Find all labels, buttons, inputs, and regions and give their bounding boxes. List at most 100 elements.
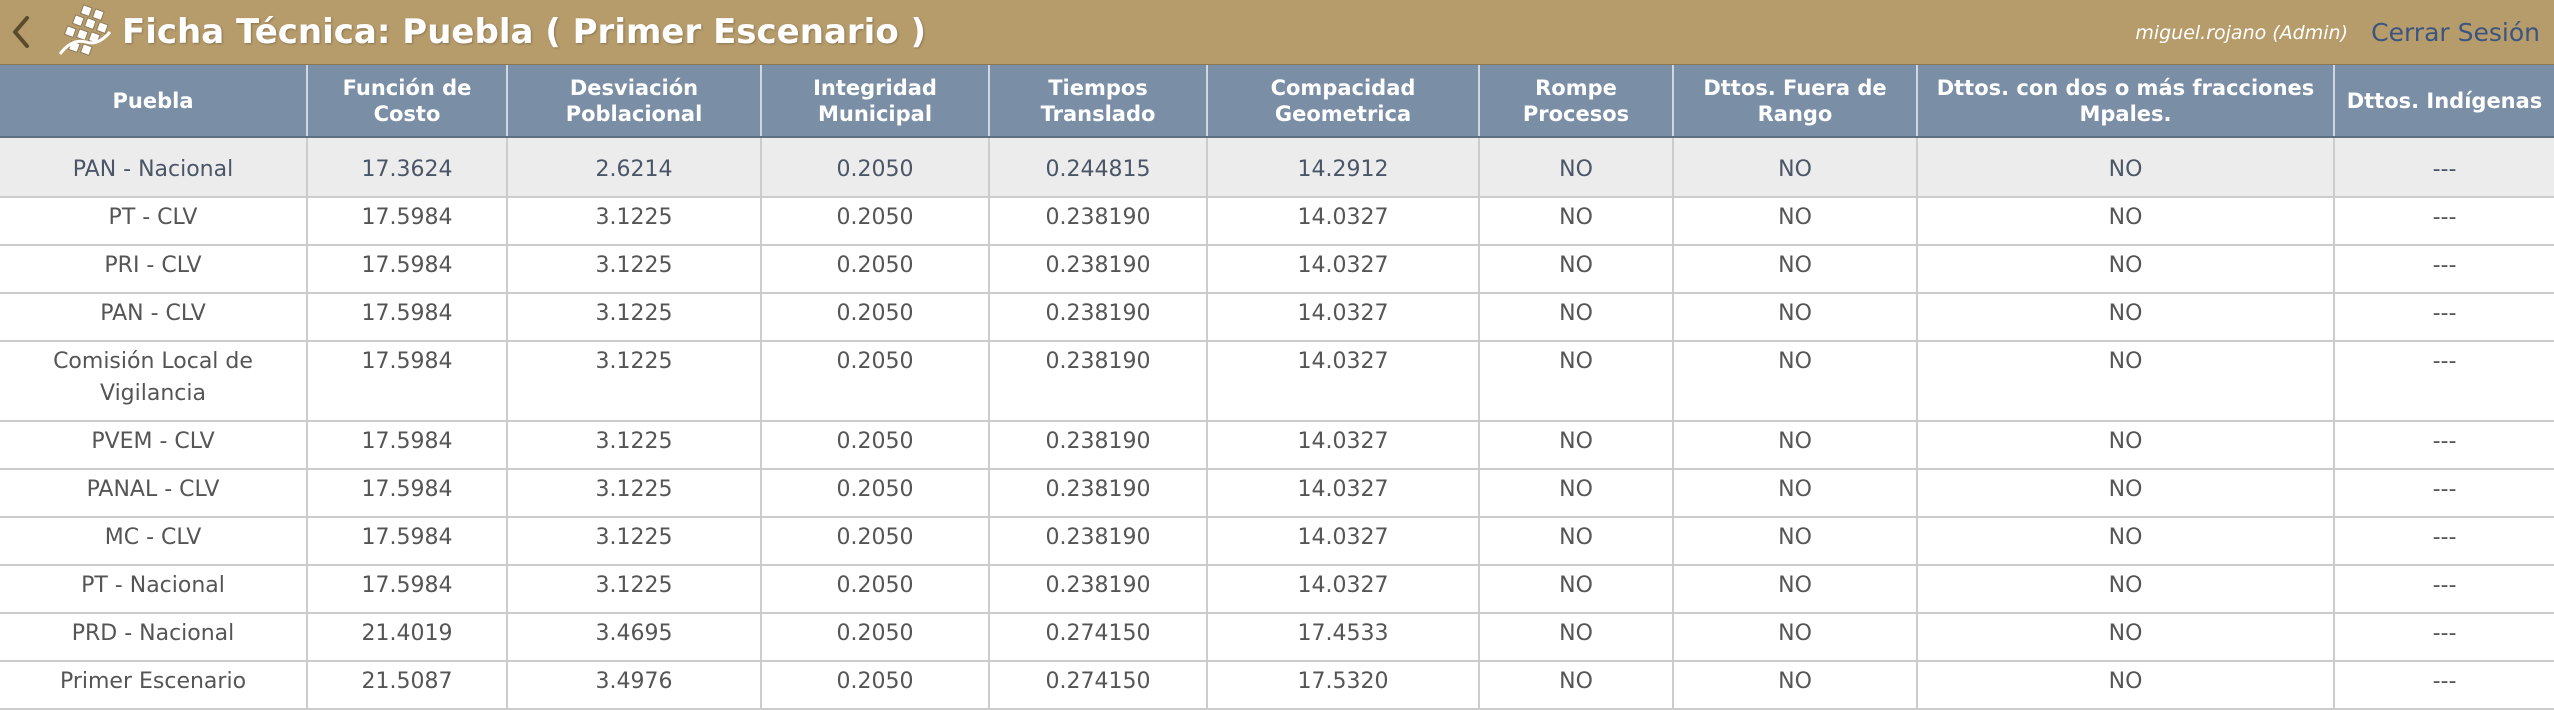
column-header-rompe-procesos[interactable]: Rompe Procesos	[1479, 65, 1674, 138]
table-row[interactable]: PAN - Nacional 17.3624 2.6214 0.2050 0.24481…	[0, 137, 2554, 198]
cell-fracciones: NO	[1917, 517, 2335, 566]
cell-puebla: PT - CLV	[0, 197, 308, 246]
cell-tiempos: 0.238190	[989, 341, 1208, 422]
cell-indigenas: ---	[2334, 245, 2554, 294]
table-row[interactable]: PT - CLV 17.5984 3.1225 0.2050 0.238190 14.03…	[0, 197, 2554, 246]
table-row[interactable]: MC - CLV 17.5984 3.1225 0.2050 0.238190 14.03…	[0, 517, 2554, 566]
cell-tiempos: 0.238190	[989, 565, 1208, 614]
table-row[interactable]: PRI - CLV 17.5984 3.1225 0.2050 0.238190 14.0…	[0, 245, 2554, 294]
back-button[interactable]	[8, 14, 34, 50]
table-row[interactable]: PANAL - CLV 17.5984 3.1225 0.2050 0.238190 14…	[0, 469, 2554, 518]
cell-tiempos: 0.238190	[989, 517, 1208, 566]
table-row[interactable]: PAN - CLV 17.5984 3.1225 0.2050 0.238190 14.0…	[0, 293, 2554, 342]
cell-compacidad: 14.2912	[1207, 137, 1480, 198]
cell-desviacion: 3.1225	[507, 517, 762, 566]
cell-integridad: 0.2050	[761, 293, 990, 342]
column-header-puebla[interactable]: Puebla	[0, 65, 308, 138]
cell-fuera-rango: NO	[1673, 245, 1918, 294]
cell-desviacion: 3.1225	[507, 245, 762, 294]
cell-funcion-costo: 21.5087	[307, 661, 508, 710]
cell-rompe-procesos: NO	[1479, 565, 1674, 614]
table-row[interactable]: PVEM - CLV 17.5984 3.1225 0.2050 0.238190 14.…	[0, 421, 2554, 470]
cell-tiempos: 0.274150	[989, 661, 1208, 710]
cell-puebla: PAN - CLV	[0, 293, 308, 342]
cell-fuera-rango: NO	[1673, 613, 1918, 662]
cell-fracciones: NO	[1917, 421, 2335, 470]
cell-fracciones: NO	[1917, 613, 2335, 662]
column-header-fracciones[interactable]: Dttos. con dos o más fracciones Mpales.	[1917, 65, 2335, 138]
column-header-funcion-costo[interactable]: Función de Costo	[307, 65, 508, 138]
cell-fracciones: NO	[1917, 197, 2335, 246]
cell-tiempos: 0.274150	[989, 613, 1208, 662]
cell-puebla: Primer Escenario	[0, 661, 308, 710]
cell-funcion-costo: 17.5984	[307, 197, 508, 246]
cell-compacidad: 17.4533	[1207, 613, 1480, 662]
cell-desviacion: 2.6214	[507, 137, 762, 198]
cell-funcion-costo: 17.5984	[307, 341, 508, 422]
cell-desviacion: 3.1225	[507, 293, 762, 342]
logo-icon	[52, 2, 118, 62]
column-header-desviacion[interactable]: Desviación Poblacional	[507, 65, 762, 138]
user-name: miguel.rojano (Admin)	[2135, 22, 2348, 44]
table-body: PAN - Nacional 17.3624 2.6214 0.2050 0.24481…	[0, 137, 2554, 710]
cell-funcion-costo: 17.3624	[307, 137, 508, 198]
cell-compacidad: 14.0327	[1207, 469, 1480, 518]
column-header-tiempos[interactable]: Tiempos Translado	[989, 65, 1208, 138]
cell-fuera-rango: NO	[1673, 137, 1918, 198]
cell-puebla: PRD - Nacional	[0, 613, 308, 662]
cell-funcion-costo: 17.5984	[307, 293, 508, 342]
cell-tiempos: 0.238190	[989, 421, 1208, 470]
cell-integridad: 0.2050	[761, 613, 990, 662]
cell-tiempos: 0.238190	[989, 197, 1208, 246]
cell-indigenas: ---	[2334, 137, 2554, 198]
cell-fuera-rango: NO	[1673, 421, 1918, 470]
cell-funcion-costo: 17.5984	[307, 517, 508, 566]
column-header-indigenas[interactable]: Dttos. Indígenas	[2334, 65, 2554, 138]
cell-rompe-procesos: NO	[1479, 421, 1674, 470]
table-row[interactable]: Primer Escenario 21.5087 3.4976 0.2050 0.274…	[0, 661, 2554, 710]
cell-compacidad: 14.0327	[1207, 341, 1480, 422]
cell-rompe-procesos: NO	[1479, 137, 1674, 198]
cell-fuera-rango: NO	[1673, 517, 1918, 566]
cell-fracciones: NO	[1917, 661, 2335, 710]
cell-indigenas: ---	[2334, 565, 2554, 614]
cell-fuera-rango: NO	[1673, 565, 1918, 614]
cell-puebla: MC - CLV	[0, 517, 308, 566]
cell-rompe-procesos: NO	[1479, 245, 1674, 294]
cell-compacidad: 14.0327	[1207, 293, 1480, 342]
cell-fuera-rango: NO	[1673, 341, 1918, 422]
table-row[interactable]: Comisión Local de Vigilancia 17.5984 3.122…	[0, 341, 2554, 422]
cell-compacidad: 14.0327	[1207, 421, 1480, 470]
cell-indigenas: ---	[2334, 197, 2554, 246]
cell-fracciones: NO	[1917, 341, 2335, 422]
cell-funcion-costo: 17.5984	[307, 565, 508, 614]
cell-fuera-rango: NO	[1673, 197, 1918, 246]
cell-indigenas: ---	[2334, 341, 2554, 422]
cell-fracciones: NO	[1917, 137, 2335, 198]
cell-fracciones: NO	[1917, 293, 2335, 342]
column-header-integridad[interactable]: Integridad Municipal	[761, 65, 990, 138]
cell-compacidad: 14.0327	[1207, 245, 1480, 294]
cell-desviacion: 3.1225	[507, 421, 762, 470]
cell-rompe-procesos: NO	[1479, 341, 1674, 422]
column-header-compacidad[interactable]: Compacidad Geometrica	[1207, 65, 1480, 138]
data-table: Puebla Función de Costo Desviación Pobla…	[0, 65, 2554, 710]
table-row[interactable]: PRD - Nacional 21.4019 3.4695 0.2050 0.27415…	[0, 613, 2554, 662]
cell-tiempos: 0.238190	[989, 245, 1208, 294]
cell-rompe-procesos: NO	[1479, 197, 1674, 246]
logout-link[interactable]: Cerrar Sesión	[2371, 18, 2540, 47]
cell-funcion-costo: 17.5984	[307, 245, 508, 294]
cell-rompe-procesos: NO	[1479, 517, 1674, 566]
cell-tiempos: 0.238190	[989, 469, 1208, 518]
cell-desviacion: 3.4976	[507, 661, 762, 710]
cell-desviacion: 3.4695	[507, 613, 762, 662]
table-row[interactable]: PT - Nacional 17.5984 3.1225 0.2050 0.238190…	[0, 565, 2554, 614]
chevron-left-icon	[13, 16, 29, 48]
cell-puebla: PRI - CLV	[0, 245, 308, 294]
cell-puebla: Comisión Local de Vigilancia	[0, 341, 308, 422]
cell-fracciones: NO	[1917, 245, 2335, 294]
column-header-fuera-rango[interactable]: Dttos. Fuera de Rango	[1673, 65, 1918, 138]
cell-indigenas: ---	[2334, 613, 2554, 662]
cell-integridad: 0.2050	[761, 517, 990, 566]
top-bar: Ficha Técnica: Puebla ( Primer Escenario…	[0, 0, 2554, 65]
